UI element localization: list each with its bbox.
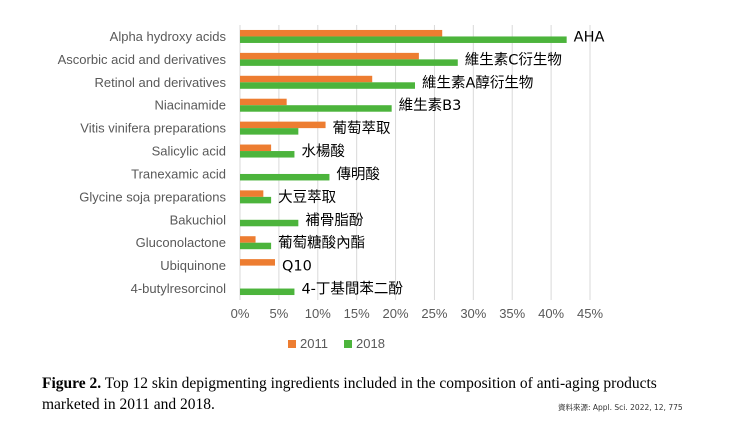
bar-2018 [240,288,295,296]
bar-2011 [240,98,287,106]
bar-2018 [240,219,299,227]
bar-2018 [240,36,567,43]
bar-2018 [240,196,272,204]
bar-annotation: 葡萄糖酸內酯 [278,235,365,252]
bar-annotation: 4-丁基間苯二酚 [301,281,403,298]
bar-annotation: 維生素A醇衍生物 [422,74,533,91]
bar-2011 [240,75,373,83]
category-label: Bakuchiol [170,212,226,227]
bar-2011 [240,259,275,266]
legend-label-2011: 2011 [300,336,328,351]
x-tick-label: 40% [538,306,564,321]
bar-2018 [240,173,330,181]
figure-caption-text: Top 12 skin depigmenting ingredients inc… [42,375,657,413]
bar-2011 [240,190,264,197]
x-tick-label: 10% [305,306,331,321]
category-label: Ascorbic acid and derivatives [58,52,227,67]
category-label: Ubiquinone [160,258,226,273]
category-label: Vitis vinifera preparations [80,121,226,136]
bar-annotation: 傳明酸 [336,166,380,183]
bar-annotation: 大豆萃取 [278,189,336,206]
bar-2018 [240,151,295,158]
x-tick-label: 45% [577,306,603,321]
bar-2018 [240,82,415,89]
category-label: Retinol and derivatives [94,75,226,90]
bar-annotation: 水楊酸 [301,143,345,160]
x-tick-label: 5% [269,306,288,321]
legend-label-2018: 2018 [356,336,385,351]
bar-2018 [240,59,458,66]
bar-2018 [240,105,392,112]
bar-annotation: AHA [574,29,605,45]
bar-2011 [240,144,272,152]
bar-2018 [240,128,299,135]
legend-swatch-2011 [288,340,296,348]
x-tick-label: 25% [421,306,447,321]
bar-annotation: 維生素B3 [399,97,462,114]
category-label: Salicylic acid [152,144,226,159]
bar-2011 [240,121,326,129]
bar-2018 [240,242,272,250]
x-tick-label: 0% [231,306,250,321]
category-label: Niacinamide [154,98,226,113]
figure-label: Figure 2. [42,375,102,392]
category-label: Gluconolactone [136,235,226,250]
category-label: Tranexamic acid [131,166,226,181]
x-tick-label: 15% [344,306,370,321]
bar-annotation: Q10 [282,259,312,275]
bar-2011 [240,236,256,243]
x-tick-label: 30% [460,306,486,321]
x-tick-label: 35% [499,306,525,321]
x-tick-label: 20% [383,306,409,321]
bar-annotation: 維生素C衍生物 [465,51,562,68]
source-note: 資料來源: Appl. Sci. 2022, 12, 775 [558,403,683,412]
figure-caption: Figure 2. Top 12 skin depigmenting ingre… [42,373,712,415]
category-label: Glycine soja preparations [79,189,226,204]
bar-annotation: 葡萄萃取 [333,120,391,137]
bar-annotation: 補骨脂酚 [305,212,363,229]
bar-2011 [240,29,443,37]
category-label: 4-butylresorcinol [131,281,226,296]
category-label: Alpha hydroxy acids [110,29,227,44]
legend-swatch-2018 [344,340,352,348]
bar-2011 [240,52,419,60]
